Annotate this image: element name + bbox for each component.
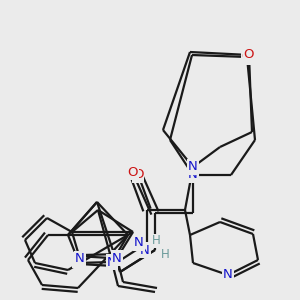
Text: N: N (134, 236, 144, 250)
Text: O: O (128, 166, 138, 178)
Text: H: H (152, 235, 160, 248)
Text: N: N (188, 169, 198, 182)
Text: N: N (107, 256, 117, 268)
Text: O: O (133, 169, 143, 182)
Text: N: N (188, 160, 198, 173)
Text: N: N (223, 268, 233, 281)
Text: N: N (112, 251, 122, 265)
Text: N: N (75, 253, 85, 266)
Text: N: N (73, 254, 83, 266)
Text: O: O (242, 50, 252, 64)
Text: N: N (140, 244, 150, 256)
Text: H: H (160, 248, 169, 262)
Text: O: O (244, 49, 254, 62)
